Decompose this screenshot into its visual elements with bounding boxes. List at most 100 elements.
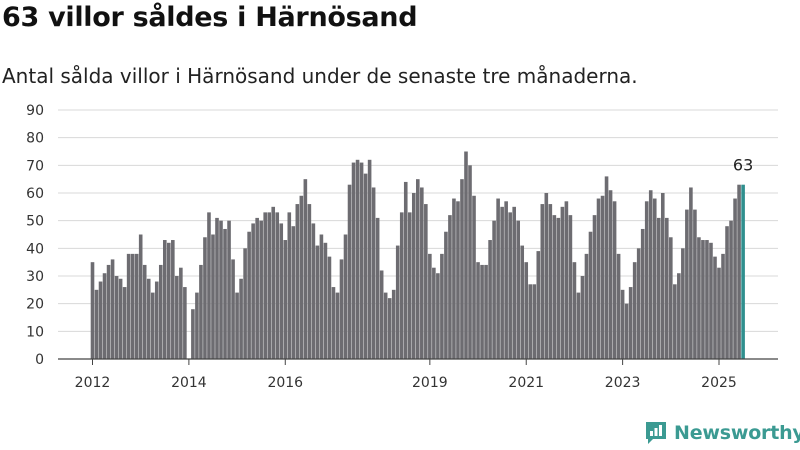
bar (379, 270, 384, 359)
bar (677, 273, 681, 359)
x-tick-label: 2021 (508, 375, 544, 391)
bar (399, 212, 404, 359)
bar (436, 273, 440, 359)
bar (162, 240, 167, 359)
bar (183, 287, 187, 359)
bar (616, 253, 621, 359)
x-tick-label: 2014 (171, 375, 207, 391)
bar (179, 267, 183, 359)
bar (576, 292, 581, 359)
bar (235, 292, 239, 359)
bar (158, 264, 163, 359)
bar (122, 287, 127, 359)
bar (608, 190, 613, 359)
bar (106, 264, 111, 359)
bar (391, 289, 396, 359)
brand-logo: Newsworthy (644, 420, 800, 446)
brand-name: Newsworthy (674, 422, 800, 444)
bar (375, 217, 380, 359)
bar (199, 264, 203, 359)
bar (456, 201, 460, 359)
bar (520, 245, 525, 359)
bar (420, 187, 424, 359)
y-tick-label: 0 (35, 352, 44, 368)
bar (448, 215, 452, 359)
bar (223, 228, 227, 359)
bar (432, 267, 436, 359)
bar (299, 195, 304, 359)
bar (428, 253, 432, 359)
bar (243, 248, 247, 359)
bar (347, 184, 352, 359)
bar (476, 262, 480, 359)
bar (544, 193, 549, 359)
bar (424, 204, 428, 359)
bar-highlight (741, 184, 745, 359)
bar (705, 240, 709, 359)
bar (640, 228, 645, 359)
bar (387, 298, 392, 359)
bar (110, 259, 115, 359)
bar (697, 237, 701, 359)
bar (267, 212, 272, 359)
bar (327, 256, 332, 359)
bar (203, 237, 207, 359)
bar (632, 262, 637, 359)
bar (612, 201, 617, 359)
bar (460, 179, 464, 359)
bar (279, 223, 284, 359)
bar (351, 162, 356, 359)
bar (656, 217, 661, 359)
bar (367, 159, 372, 359)
bar (259, 220, 263, 359)
bar (552, 215, 557, 359)
bar (464, 151, 468, 359)
bar (411, 193, 416, 359)
bar (588, 231, 593, 359)
newsworthy-logo-icon (646, 422, 666, 444)
bar (90, 262, 95, 359)
bar (403, 181, 408, 359)
bar (315, 245, 320, 359)
bar (219, 220, 223, 359)
y-tick-label: 20 (26, 297, 44, 313)
bar (167, 242, 171, 359)
y-tick-label: 90 (26, 103, 44, 119)
y-tick-label: 60 (26, 186, 44, 202)
bar (717, 267, 721, 359)
bar (150, 292, 155, 359)
bar (681, 248, 685, 359)
bar (146, 278, 151, 359)
bar (600, 195, 605, 359)
bar (339, 259, 344, 359)
bar (568, 215, 573, 359)
bar (713, 256, 717, 359)
x-tick-label: 2019 (412, 375, 448, 391)
bar (484, 264, 488, 359)
bar (207, 212, 211, 359)
bar (536, 251, 541, 359)
bar (548, 204, 553, 359)
bar (355, 159, 360, 359)
bar (644, 201, 649, 359)
bar (468, 165, 472, 359)
bar (592, 215, 597, 359)
bar (508, 212, 512, 359)
bar (171, 240, 175, 359)
bars (90, 151, 745, 359)
bar (693, 209, 697, 359)
x-tick-label: 2016 (267, 375, 303, 391)
bar (725, 226, 729, 359)
bar (504, 201, 508, 359)
bar (628, 287, 633, 359)
bar (283, 240, 288, 359)
bar (331, 287, 336, 359)
bar (524, 262, 529, 359)
bar (102, 273, 107, 359)
bar (729, 220, 733, 359)
bar (472, 195, 476, 359)
bar (673, 284, 677, 359)
bar (407, 212, 412, 359)
bar (215, 217, 219, 359)
bar (701, 240, 705, 359)
